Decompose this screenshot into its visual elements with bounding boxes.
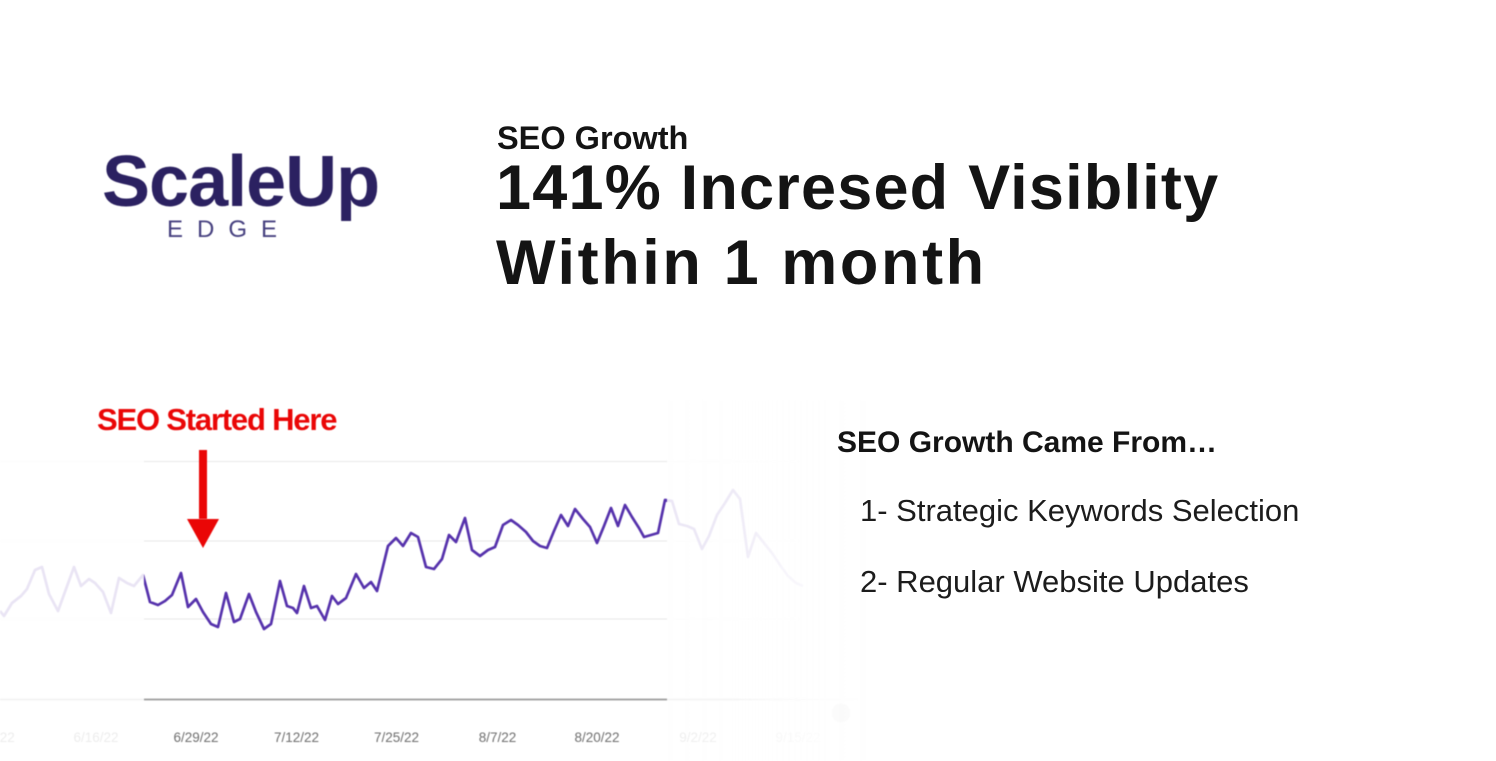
svg-text:8/7/22: 8/7/22 bbox=[479, 730, 517, 745]
svg-text:6/29/22: 6/29/22 bbox=[173, 730, 218, 745]
svg-text:7/12/22: 7/12/22 bbox=[274, 730, 319, 745]
svg-text:8/20/22: 8/20/22 bbox=[574, 730, 619, 745]
svg-text:7/25/22: 7/25/22 bbox=[374, 730, 419, 745]
